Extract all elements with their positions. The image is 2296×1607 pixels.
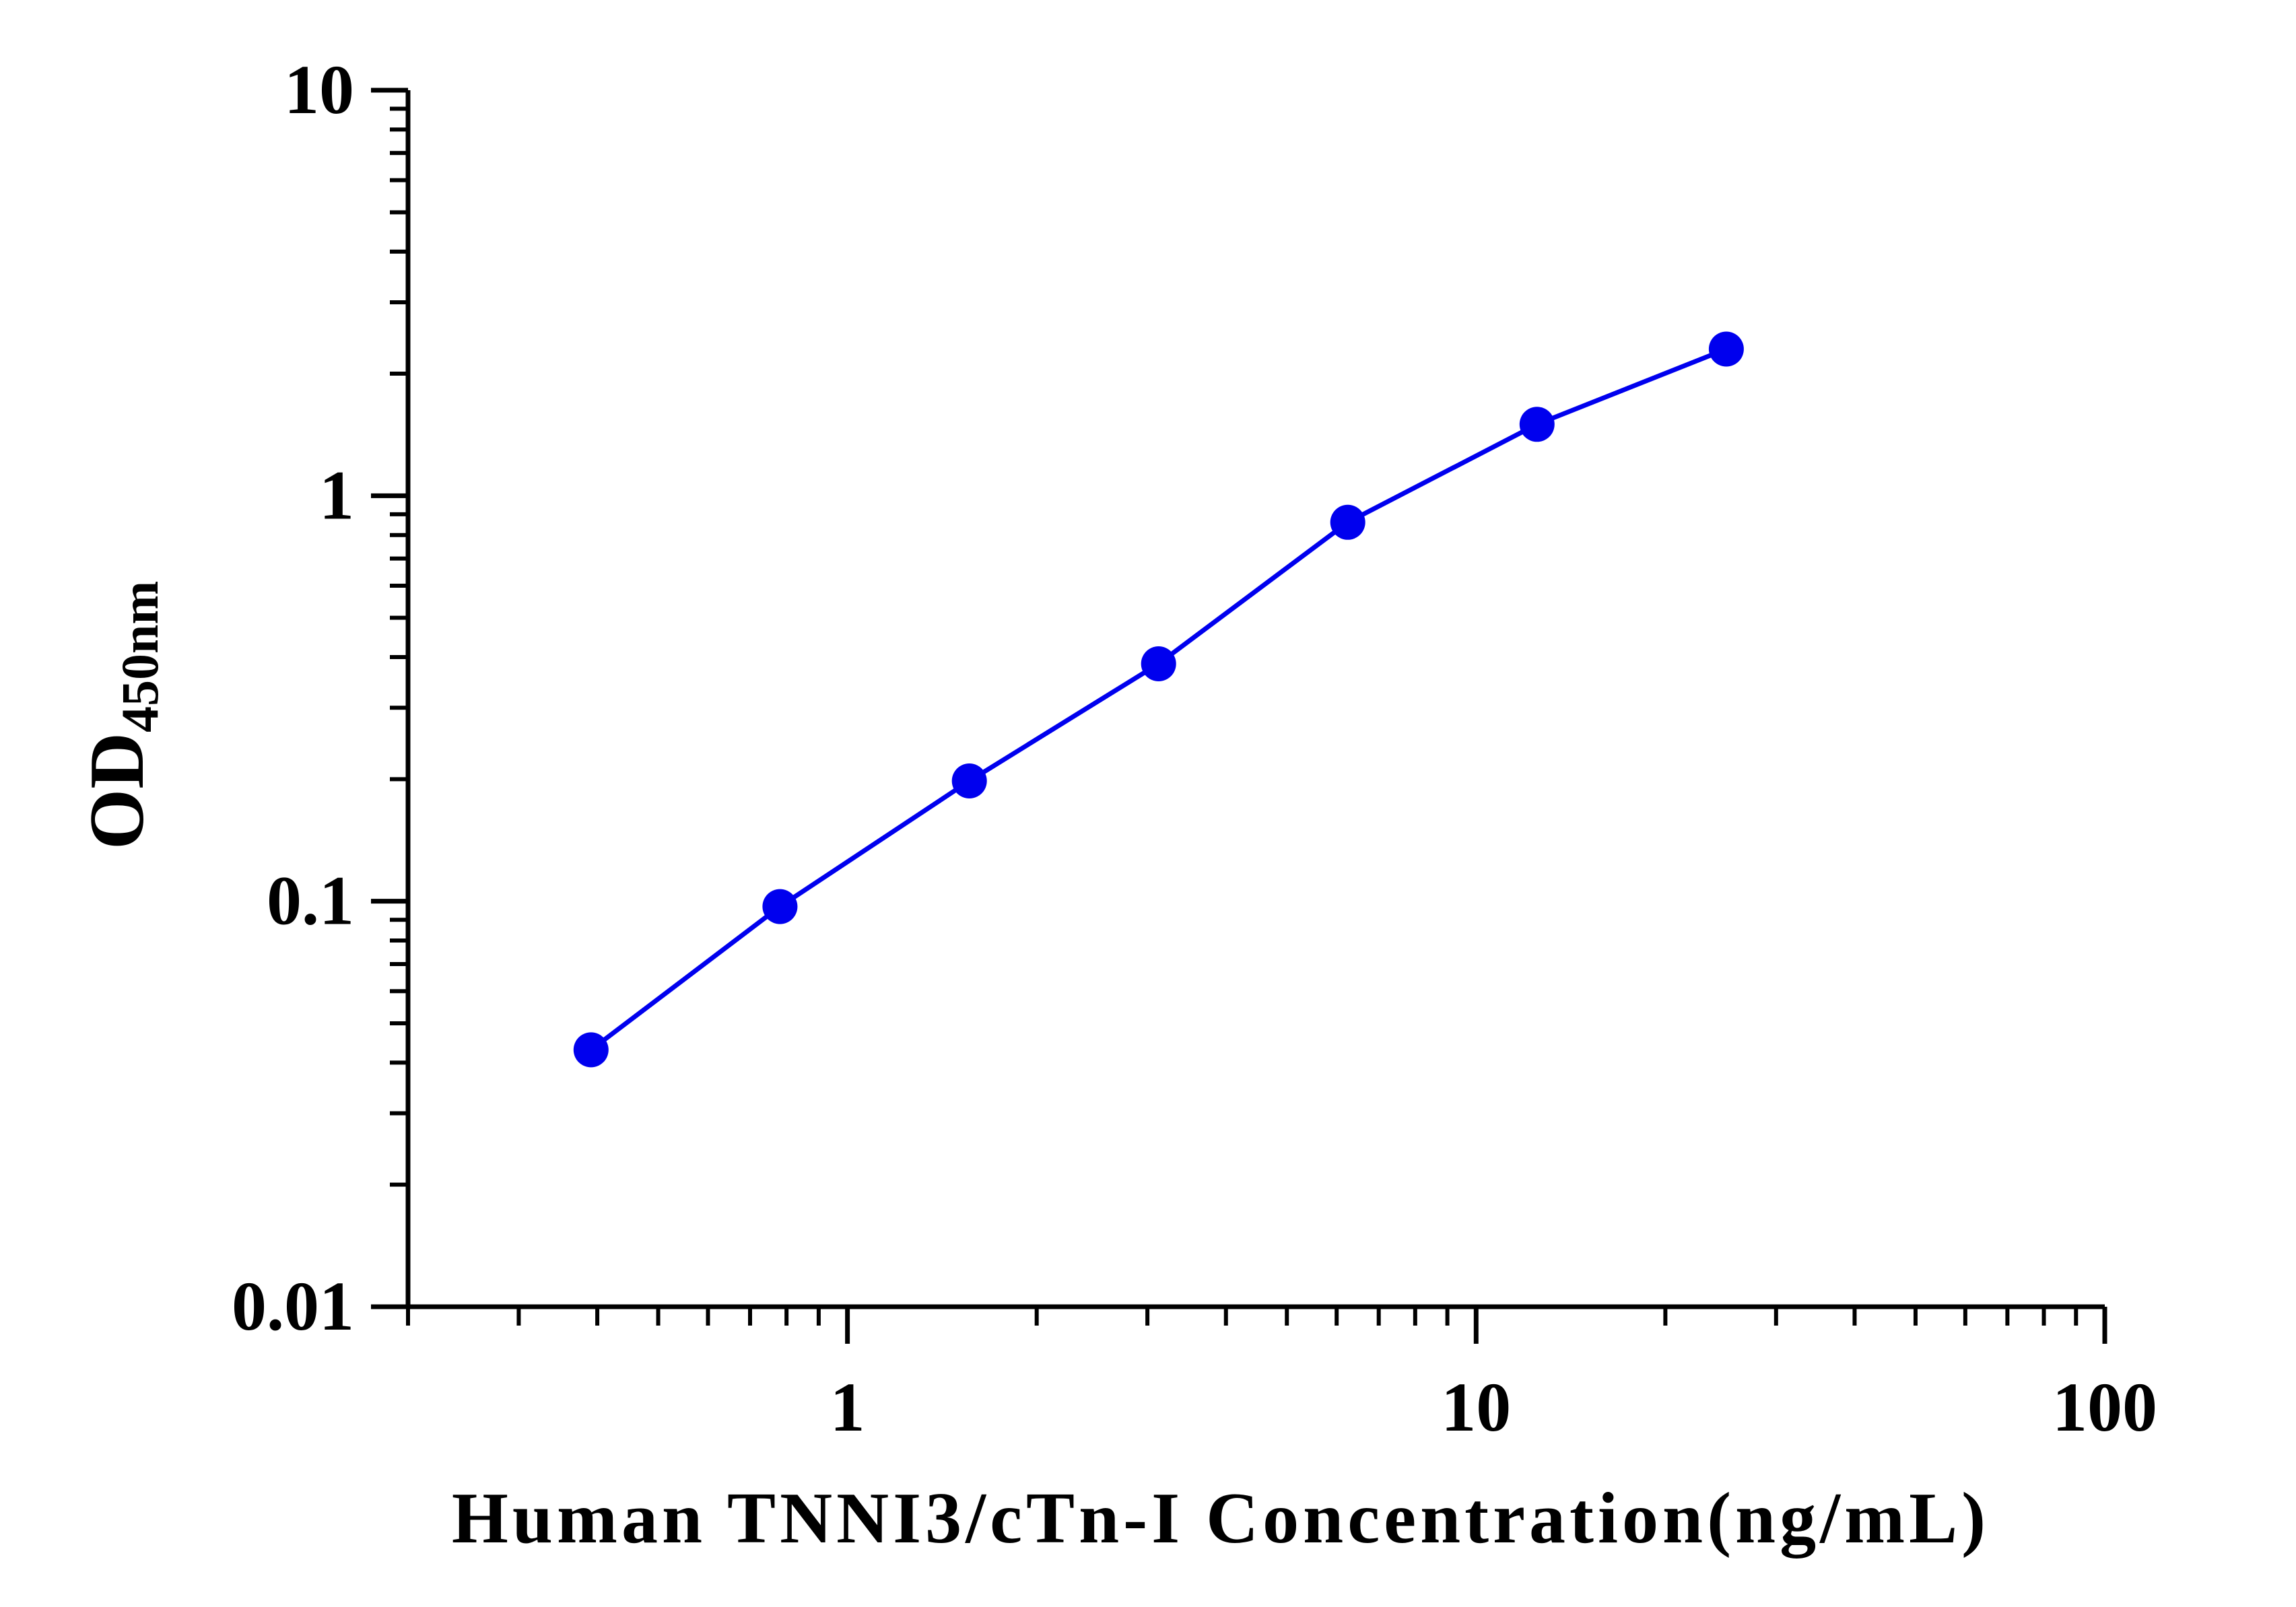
data-point [1141,646,1176,681]
series-0 [573,331,1744,1068]
x-tick-label: 1 [830,1369,865,1446]
y-axis-title-subscript: 450nm [110,581,169,732]
y-axis-title: OD450nm [74,581,169,850]
x-tick-label: 10 [1441,1369,1511,1446]
x-axis-title: Human TNNI3/cTn-I Concentration(ng/mL) [452,1478,1990,1559]
axes: 0.01 0.1 1 10 1 10 100 [232,51,2157,1446]
data-point [573,1032,609,1068]
series-line [589,347,1728,1052]
data-point [762,889,798,924]
y-tick-label: 10 [284,51,354,129]
y-tick-label: 0.1 [267,862,354,940]
y-tick-label: 0.01 [232,1268,354,1345]
data-point [1708,331,1744,367]
y-axis-title-main: OD [74,732,160,850]
data-point [951,763,987,798]
y-tick-label: 1 [319,456,354,534]
x-tick-label: 100 [2052,1369,2157,1446]
series-layer [573,331,1744,1068]
data-point [1330,504,1365,540]
data-point [1519,407,1555,442]
